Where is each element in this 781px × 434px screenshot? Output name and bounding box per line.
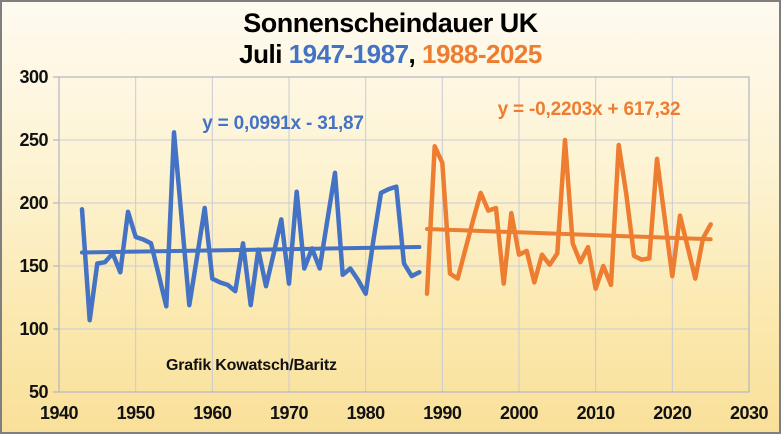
- x-tick-label: 1980: [347, 403, 386, 423]
- y-tick-label: 100: [19, 319, 48, 339]
- plot-border: [58, 76, 750, 393]
- credit-label: Grafik Kowatsch/Baritz: [166, 357, 337, 374]
- x-tick-label: 2000: [500, 403, 539, 423]
- chart-title-text: Sonnenscheindauer UK: [243, 8, 538, 38]
- x-tick-label: 1970: [270, 403, 309, 423]
- x-tick-label: 1940: [40, 403, 79, 423]
- series-line-1: [424, 137, 713, 296]
- y-tick-label: 250: [19, 130, 48, 150]
- chart-title: Sonnenscheindauer UK: [2, 8, 779, 39]
- subtitle-period-1: 1947-1987: [288, 39, 409, 69]
- x-tick-label: 2020: [653, 403, 692, 423]
- subtitle-prefix: Juli: [239, 39, 289, 69]
- chart-subtitle: Juli 1947-1987, 1988-2025: [2, 39, 779, 70]
- subtitle-period-2: 1988-2025: [421, 39, 542, 69]
- x-tick-label: 1950: [117, 403, 156, 423]
- trend-line-0: [80, 245, 422, 255]
- trend-equation-blue: y = 0,0991x - 31,87: [202, 113, 364, 134]
- y-tick-label: 300: [19, 67, 48, 87]
- subtitle-separator: ,: [408, 39, 422, 69]
- x-tick-label: 1990: [423, 403, 462, 423]
- x-tick-label: 2010: [577, 403, 616, 423]
- x-tick-label: 1960: [193, 403, 232, 423]
- trend-line-1: [425, 227, 713, 242]
- y-tick-label: 50: [29, 382, 49, 402]
- trend-equation-orange: y = -0,2203x + 617,32: [497, 99, 681, 120]
- y-tick-label: 200: [19, 193, 48, 213]
- x-tick-label: 2030: [730, 403, 769, 423]
- series-line-0: [79, 130, 422, 323]
- y-tick-label: 150: [19, 256, 48, 276]
